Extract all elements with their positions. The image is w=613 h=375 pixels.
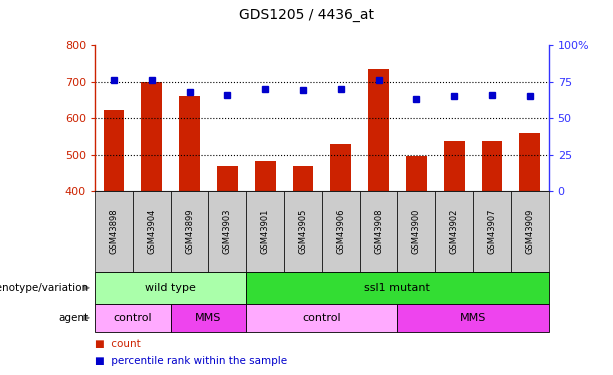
Text: GSM43907: GSM43907 bbox=[487, 209, 497, 254]
Bar bbox=[406, 156, 427, 191]
Bar bbox=[519, 134, 540, 191]
Text: control: control bbox=[113, 313, 152, 323]
Bar bbox=[368, 69, 389, 191]
Text: GSM43904: GSM43904 bbox=[147, 209, 156, 254]
Text: agent: agent bbox=[59, 313, 89, 323]
Text: GSM43906: GSM43906 bbox=[336, 209, 345, 254]
Bar bbox=[330, 144, 351, 191]
Bar bbox=[444, 141, 465, 191]
Text: ■  percentile rank within the sample: ■ percentile rank within the sample bbox=[95, 356, 287, 366]
Text: GSM43908: GSM43908 bbox=[374, 209, 383, 254]
Text: ssl1 mutant: ssl1 mutant bbox=[365, 283, 430, 293]
Bar bbox=[104, 110, 124, 191]
Text: ■  count: ■ count bbox=[95, 339, 141, 349]
Bar bbox=[142, 82, 162, 191]
Text: GDS1205 / 4436_at: GDS1205 / 4436_at bbox=[239, 9, 374, 22]
Text: GSM43902: GSM43902 bbox=[449, 209, 459, 254]
Bar bbox=[217, 166, 238, 191]
Text: genotype/variation: genotype/variation bbox=[0, 283, 89, 293]
Text: wild type: wild type bbox=[145, 283, 196, 293]
Bar bbox=[179, 96, 200, 191]
Text: GSM43909: GSM43909 bbox=[525, 209, 535, 254]
Text: GSM43903: GSM43903 bbox=[223, 209, 232, 254]
Text: GSM43898: GSM43898 bbox=[109, 209, 118, 254]
Bar bbox=[255, 161, 275, 191]
Text: GSM43901: GSM43901 bbox=[261, 209, 270, 254]
Text: MMS: MMS bbox=[195, 313, 222, 323]
Text: GSM43899: GSM43899 bbox=[185, 209, 194, 254]
Bar bbox=[482, 141, 502, 191]
Text: GSM43905: GSM43905 bbox=[299, 209, 308, 254]
Text: MMS: MMS bbox=[460, 313, 486, 323]
Text: control: control bbox=[302, 313, 341, 323]
Bar bbox=[292, 166, 313, 191]
Text: GSM43900: GSM43900 bbox=[412, 209, 421, 254]
